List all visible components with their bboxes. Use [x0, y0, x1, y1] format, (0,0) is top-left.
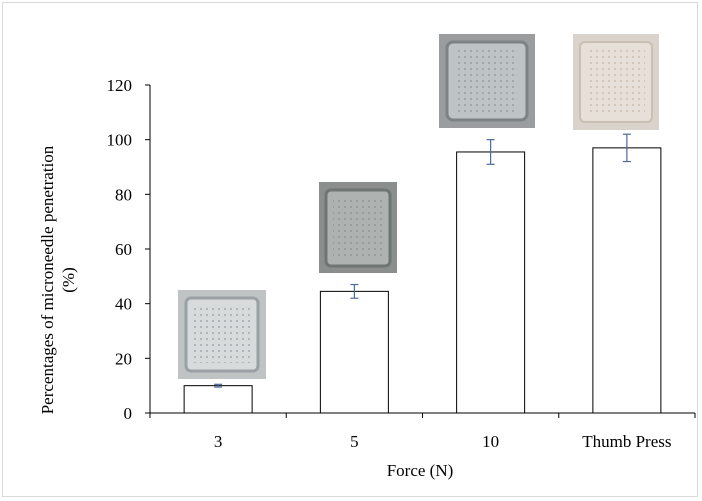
- bar: [456, 151, 526, 414]
- bar: [592, 147, 662, 414]
- inset-image-3n: [178, 290, 266, 379]
- x-tick-label: Thumb Press: [582, 432, 671, 451]
- y-tick-label: 120: [107, 76, 133, 95]
- bars: [183, 147, 662, 414]
- y-tick-label: 60: [115, 240, 132, 259]
- x-tick-label: 5: [350, 432, 359, 451]
- error-bar: [214, 383, 223, 388]
- y-axis-title-line1: Percentages of microneedle penetration: [38, 145, 57, 414]
- inset-image-thumb-press: [573, 34, 659, 130]
- y-tick-label: 0: [124, 404, 133, 423]
- x-axis-title: Force (N): [387, 461, 454, 480]
- y-tick-label: 40: [115, 295, 132, 314]
- error-bar: [350, 283, 359, 299]
- x-tick-label: 3: [214, 432, 223, 451]
- y-tick-label: 20: [115, 349, 132, 368]
- y-axis-title-line2: (%): [59, 267, 78, 292]
- error-bar: [486, 139, 495, 165]
- bar: [183, 385, 253, 414]
- y-tick-label: 80: [115, 185, 132, 204]
- error-bar: [622, 133, 631, 163]
- y-tick-label: 100: [107, 131, 133, 150]
- y-axis: 0 20 40 60 80 100 120: [107, 76, 151, 423]
- inset-image-10n: [439, 34, 535, 128]
- inset-image-5n: [319, 182, 397, 273]
- error-bars: [214, 133, 631, 388]
- x-tick-label: 10: [482, 432, 499, 451]
- bar: [319, 290, 389, 414]
- x-axis: 3 5 10 Thumb Press: [149, 412, 696, 451]
